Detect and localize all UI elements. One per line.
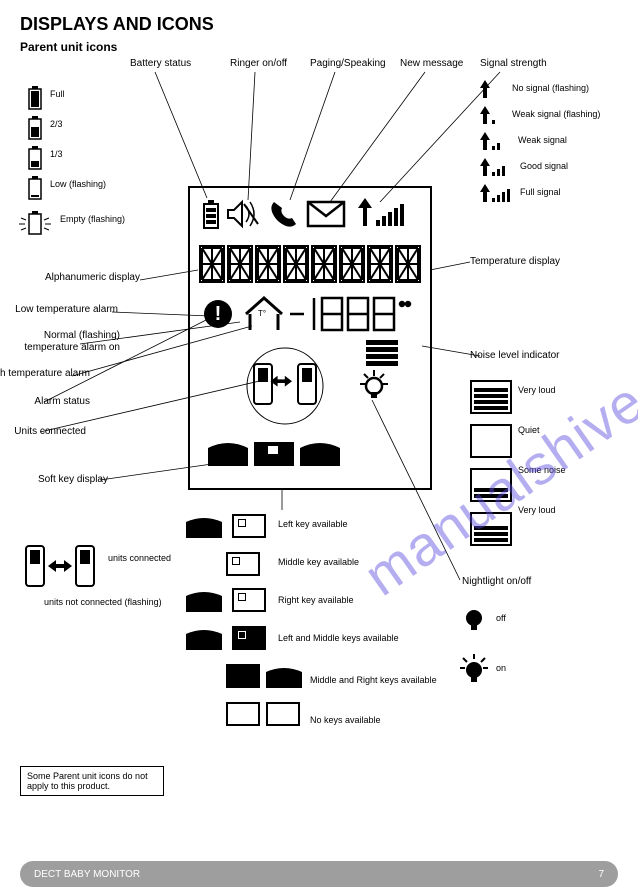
label-alarm: Alarm status (0, 396, 90, 408)
note-box: Some Parent unit icons do not apply to t… (20, 766, 164, 796)
sk-left-label: Left key available (278, 520, 348, 530)
noise-loud2-label: Very loud (518, 506, 556, 516)
footer-left: DECT BABY MONITOR (34, 869, 140, 880)
softkey-examples (186, 514, 306, 726)
label-high-temp: High temperature alarm (0, 368, 90, 380)
nightlight-legend (462, 606, 492, 643)
label-softkey: Soft key display (8, 474, 108, 486)
noise-loud-label: Very loud (518, 386, 556, 396)
sk-none-label: No keys available (310, 716, 381, 726)
sk-leftmid-label: Left and Middle keys available (278, 634, 408, 644)
label-alpha: Alphanumeric display (20, 272, 140, 284)
sk-mid-label: Middle key available (278, 558, 359, 568)
label-nightlight: Nightlight on/off (462, 576, 531, 588)
sk-midright-label: Middle and Right keys available (310, 676, 440, 686)
nightlight-on-icon (458, 654, 494, 695)
noise-quiet-label: Quiet (518, 426, 540, 436)
noise-some-label: Some noise (518, 466, 566, 476)
nl-on-label: on (496, 664, 506, 674)
units-legend (20, 540, 110, 599)
nl-off-label: off (496, 614, 506, 624)
label-noise: Noise level indicator (470, 350, 570, 362)
label-normal-temp: Normal (flashing) temperature alarm on (0, 330, 120, 354)
sk-right-label: Right key available (278, 596, 354, 606)
units-notconn-label: units not connected (flashing) (44, 598, 184, 608)
label-low-temp: Low temperature alarm (8, 304, 118, 316)
noise-legend (470, 380, 512, 546)
label-temp-disp: Temperature display (470, 256, 560, 268)
units-connected-label: units connected (108, 554, 171, 564)
label-units: Units connected (0, 426, 86, 438)
footer-bar: DECT BABY MONITOR 7 (20, 861, 618, 887)
footer-right: 7 (598, 869, 604, 880)
